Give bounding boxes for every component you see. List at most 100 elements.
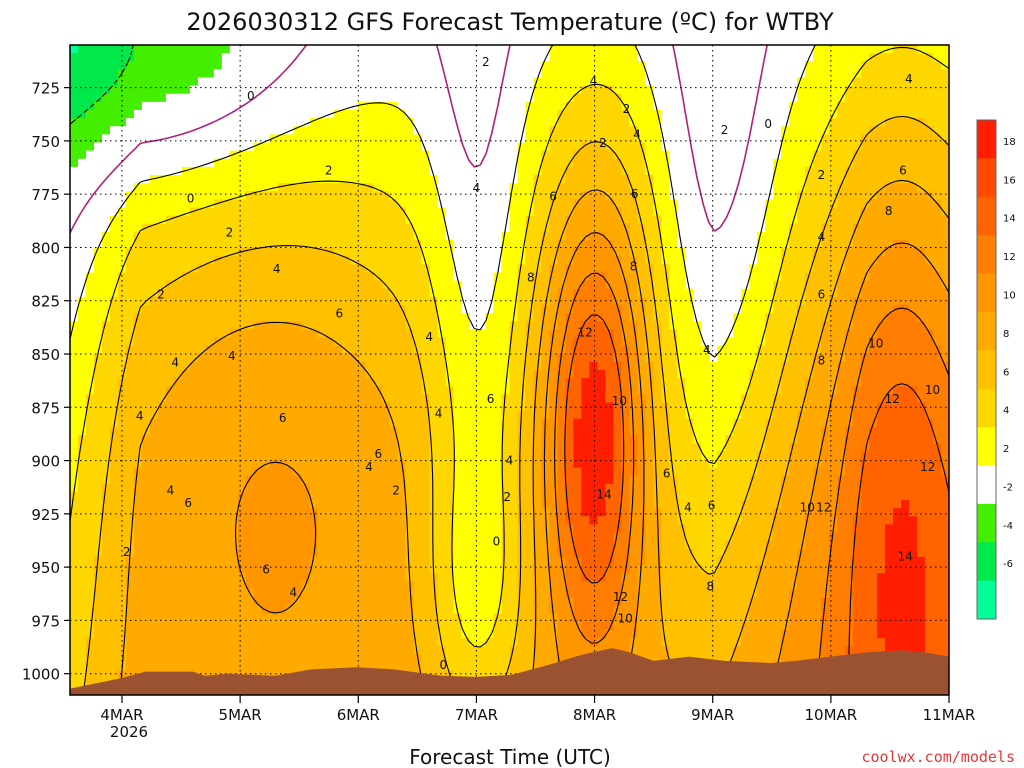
temperature-cell	[253, 329, 263, 339]
temperature-cell	[133, 321, 143, 330]
temperature-cell	[573, 345, 583, 355]
temperature-cell	[453, 77, 463, 87]
temperature-cell	[613, 93, 622, 103]
temperature-cell	[109, 296, 119, 306]
temperature-cell	[365, 345, 375, 355]
temperature-cell	[709, 305, 718, 314]
temperature-cell	[597, 142, 606, 152]
temperature-cell	[917, 378, 926, 387]
temperature-cell	[501, 101, 511, 111]
temperature-cell	[437, 321, 447, 330]
temperature-cell	[341, 142, 351, 152]
temperature-cell	[573, 337, 583, 347]
temperature-cell	[933, 394, 942, 404]
temperature-cell	[901, 248, 910, 257]
temperature-cell	[389, 231, 399, 241]
temperature-cell	[325, 329, 335, 339]
temperature-cell	[941, 313, 949, 322]
temperature-cell	[237, 305, 247, 314]
temperature-cell	[589, 101, 598, 111]
temperature-cell	[821, 158, 830, 168]
temperature-cell	[573, 394, 583, 404]
temperature-cell	[349, 223, 359, 233]
temperature-cell	[269, 207, 279, 217]
temperature-cell	[549, 183, 559, 192]
temperature-cell	[173, 199, 183, 209]
temperature-cell	[893, 158, 902, 168]
temperature-cell	[573, 85, 583, 95]
temperature-cell	[781, 321, 790, 330]
temperature-cell	[765, 118, 774, 127]
temperature-cell	[413, 134, 423, 144]
temperature-cell	[773, 85, 782, 95]
temperature-cell	[741, 158, 750, 168]
temperature-cell	[365, 61, 375, 70]
temperature-cell	[613, 175, 622, 184]
temperature-cell	[661, 361, 670, 371]
temperature-cell	[405, 402, 415, 412]
temperature-cell	[85, 248, 95, 257]
temperature-cell	[685, 45, 694, 54]
temperature-cell	[781, 280, 790, 290]
temperature-cell	[189, 345, 199, 355]
temperature-cell	[93, 410, 103, 420]
temperature-cell	[325, 150, 335, 160]
temperature-cell	[461, 183, 471, 192]
temperature-cell	[829, 353, 838, 363]
temperature-cell	[533, 337, 543, 347]
temperature-cell	[693, 329, 702, 339]
temperature-cell	[589, 288, 598, 298]
temperature-cell	[317, 345, 327, 355]
temperature-cell	[301, 378, 311, 387]
temperature-cell	[317, 240, 327, 249]
temperature-cell	[653, 361, 662, 371]
temperature-cell	[213, 110, 223, 119]
temperature-cell	[837, 191, 846, 200]
temperature-cell	[70, 126, 79, 135]
temperature-cell	[70, 158, 79, 168]
temperature-cell	[629, 272, 638, 282]
temperature-cell	[317, 321, 327, 330]
temperature-cell	[461, 296, 471, 306]
temperature-cell	[669, 231, 678, 241]
temperature-cell	[373, 321, 383, 330]
temperature-cell	[765, 183, 774, 192]
temperature-cell	[269, 386, 279, 395]
temperature-cell	[397, 69, 407, 79]
temperature-cell	[429, 101, 439, 111]
temperature-cell	[901, 53, 910, 62]
temperature-cell	[293, 256, 303, 265]
temperature-cell	[685, 207, 694, 217]
temperature-cell	[525, 77, 535, 87]
temperature-cell	[293, 61, 303, 70]
temperature-cell	[485, 296, 495, 306]
temperature-cell	[581, 69, 591, 79]
temperature-cell	[101, 240, 111, 249]
temperature-cell	[397, 134, 407, 144]
temperature-cell	[181, 69, 191, 79]
temperature-cell	[437, 264, 447, 274]
temperature-cell	[253, 134, 263, 144]
temperature-cell	[525, 150, 535, 160]
temperature-cell	[781, 199, 790, 209]
temperature-cell	[309, 77, 319, 87]
temperature-cell	[317, 394, 327, 404]
temperature-cell	[165, 53, 175, 62]
temperature-cell	[853, 264, 862, 274]
temperature-cell	[741, 166, 750, 176]
temperature-cell	[397, 280, 407, 290]
temperature-cell	[541, 69, 551, 79]
temperature-cell	[853, 183, 862, 192]
temperature-cell	[293, 231, 303, 241]
temperature-cell	[557, 378, 567, 387]
temperature-cell	[70, 345, 79, 355]
temperature-cell	[685, 215, 694, 225]
temperature-cell	[837, 223, 846, 233]
temperature-cell	[733, 69, 742, 79]
temperature-cell	[181, 394, 191, 404]
temperature-cell	[221, 61, 231, 70]
temperature-cell	[933, 361, 942, 371]
temperature-cell	[669, 77, 678, 87]
temperature-cell	[237, 166, 247, 176]
temperature-cell	[93, 85, 103, 95]
